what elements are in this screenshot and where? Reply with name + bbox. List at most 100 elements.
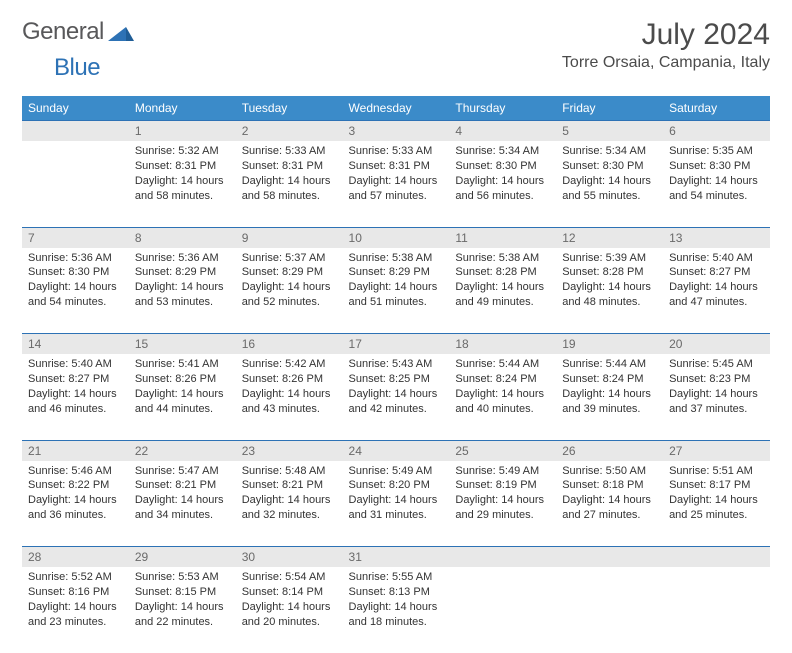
- day-content-cell: [556, 567, 663, 653]
- day-content-row: Sunrise: 5:40 AMSunset: 8:27 PMDaylight:…: [22, 354, 770, 440]
- daylight-text-line1: Daylight: 14 hours: [455, 174, 550, 189]
- sunrise-text: Sunrise: 5:52 AM: [28, 570, 123, 585]
- day-number-cell: 2: [236, 121, 343, 142]
- day-content-cell: Sunrise: 5:52 AMSunset: 8:16 PMDaylight:…: [22, 567, 129, 653]
- sunset-text: Sunset: 8:26 PM: [135, 372, 230, 387]
- sunset-text: Sunset: 8:17 PM: [669, 478, 764, 493]
- day-number-cell: 25: [449, 440, 556, 461]
- daylight-text-line2: and 46 minutes.: [28, 402, 123, 417]
- day-content-cell: Sunrise: 5:46 AMSunset: 8:22 PMDaylight:…: [22, 461, 129, 547]
- daylight-text-line1: Daylight: 14 hours: [242, 493, 337, 508]
- day-content-cell: Sunrise: 5:38 AMSunset: 8:28 PMDaylight:…: [449, 248, 556, 334]
- sunrise-text: Sunrise: 5:40 AM: [669, 251, 764, 266]
- weekday-header: Friday: [556, 96, 663, 121]
- sunset-text: Sunset: 8:22 PM: [28, 478, 123, 493]
- calendar-header-row: Sunday Monday Tuesday Wednesday Thursday…: [22, 96, 770, 121]
- sunrise-text: Sunrise: 5:50 AM: [562, 464, 657, 479]
- sunrise-text: Sunrise: 5:41 AM: [135, 357, 230, 372]
- day-number-cell: [663, 547, 770, 568]
- day-content-cell: Sunrise: 5:44 AMSunset: 8:24 PMDaylight:…: [449, 354, 556, 440]
- day-content-cell: Sunrise: 5:50 AMSunset: 8:18 PMDaylight:…: [556, 461, 663, 547]
- sunset-text: Sunset: 8:24 PM: [562, 372, 657, 387]
- day-content-cell: Sunrise: 5:40 AMSunset: 8:27 PMDaylight:…: [663, 248, 770, 334]
- daylight-text-line1: Daylight: 14 hours: [455, 280, 550, 295]
- sunrise-text: Sunrise: 5:35 AM: [669, 144, 764, 159]
- daylight-text-line2: and 31 minutes.: [349, 508, 444, 523]
- sunset-text: Sunset: 8:30 PM: [455, 159, 550, 174]
- day-content-row: Sunrise: 5:46 AMSunset: 8:22 PM Daylight:…: [22, 461, 770, 547]
- daylight-text-line2: and 34 minutes.: [135, 508, 230, 523]
- day-number-cell: 28: [22, 547, 129, 568]
- day-number-cell: 10: [343, 227, 450, 248]
- daylight-text-line2: and 27 minutes.: [562, 508, 657, 523]
- daylight-text-line2: and 52 minutes.: [242, 295, 337, 310]
- sunset-text: Sunset: 8:28 PM: [562, 265, 657, 280]
- daylight-text-line2: and 32 minutes.: [242, 508, 337, 523]
- day-number-cell: 29: [129, 547, 236, 568]
- sunset-text: Sunset: 8:30 PM: [28, 265, 123, 280]
- sunrise-text: Sunrise: 5:54 AM: [242, 570, 337, 585]
- day-content-cell: Sunrise: 5:33 AMSunset: 8:31 PMDaylight:…: [343, 141, 450, 227]
- day-number-cell: 17: [343, 334, 450, 355]
- weekday-header: Wednesday: [343, 96, 450, 121]
- month-title: July 2024: [562, 18, 770, 52]
- daylight-text-line2: and 49 minutes.: [455, 295, 550, 310]
- day-number-cell: 5: [556, 121, 663, 142]
- sunset-text: Sunset: 8:14 PM: [242, 585, 337, 600]
- day-content-cell: Sunrise: 5:33 AMSunset: 8:31 PMDaylight:…: [236, 141, 343, 227]
- daylight-text-line1: Daylight: 14 hours: [135, 387, 230, 402]
- sunset-text: Sunset: 8:29 PM: [242, 265, 337, 280]
- daylight-text-line1: Daylight: 14 hours: [669, 174, 764, 189]
- sunrise-text: Sunrise: 5:46 AM: [28, 464, 123, 479]
- day-number-cell: 30: [236, 547, 343, 568]
- day-content-cell: Sunrise: 5:51 AMSunset: 8:17 PMDaylight:…: [663, 461, 770, 547]
- day-number-cell: [556, 547, 663, 568]
- day-content-cell: Sunrise: 5:36 AMSunset: 8:29 PMDaylight:…: [129, 248, 236, 334]
- day-content-cell: Sunrise: 5:39 AMSunset: 8:28 PMDaylight:…: [556, 248, 663, 334]
- day-number-cell: 8: [129, 227, 236, 248]
- day-number-cell: 11: [449, 227, 556, 248]
- daylight-text-line2: and 22 minutes.: [135, 615, 230, 630]
- daylight-text-line2: and 42 minutes.: [349, 402, 444, 417]
- sunset-text: Sunset: 8:21 PM: [242, 478, 337, 493]
- sunrise-text: Sunrise: 5:33 AM: [349, 144, 444, 159]
- sunrise-text: Sunrise: 5:42 AM: [242, 357, 337, 372]
- day-number-cell: 16: [236, 334, 343, 355]
- day-content-cell: Sunrise: 5:43 AMSunset: 8:25 PMDaylight:…: [343, 354, 450, 440]
- day-content-cell: Sunrise: 5:49 AMSunset: 8:20 PMDaylight:…: [343, 461, 450, 547]
- sunrise-text: Sunrise: 5:36 AM: [135, 251, 230, 266]
- daylight-text-line1: Daylight: 14 hours: [455, 387, 550, 402]
- day-content-cell: [449, 567, 556, 653]
- sunset-text: Sunset: 8:19 PM: [455, 478, 550, 493]
- sunrise-text: Sunrise: 5:45 AM: [669, 357, 764, 372]
- day-number-row: 14151617181920: [22, 334, 770, 355]
- title-block: July 2024 Torre Orsaia, Campania, Italy: [562, 18, 770, 72]
- daylight-text-line1: Daylight: 14 hours: [349, 387, 444, 402]
- day-number-cell: 26: [556, 440, 663, 461]
- daylight-text-line2: and 29 minutes.: [455, 508, 550, 523]
- brand-name-gray: General: [22, 18, 104, 46]
- location-subtitle: Torre Orsaia, Campania, Italy: [562, 54, 770, 72]
- daylight-text-line2: and 48 minutes.: [562, 295, 657, 310]
- day-content-cell: [663, 567, 770, 653]
- weekday-header: Saturday: [663, 96, 770, 121]
- daylight-text-line1: Daylight: 14 hours: [562, 387, 657, 402]
- day-number-cell: 21: [22, 440, 129, 461]
- day-content-cell: Sunrise: 5:40 AMSunset: 8:27 PMDaylight:…: [22, 354, 129, 440]
- daylight-text-line1: Daylight: 14 hours: [28, 600, 123, 615]
- sunrise-text: Sunrise: 5:40 AM: [28, 357, 123, 372]
- day-number-cell: 3: [343, 121, 450, 142]
- sunrise-text: Sunrise: 5:32 AM: [135, 144, 230, 159]
- sunset-text: Sunset: 8:30 PM: [562, 159, 657, 174]
- sunrise-text: Sunrise: 5:49 AM: [455, 464, 550, 479]
- sunset-text: Sunset: 8:15 PM: [135, 585, 230, 600]
- day-number-cell: [449, 547, 556, 568]
- sunset-text: Sunset: 8:30 PM: [669, 159, 764, 174]
- weekday-header: Thursday: [449, 96, 556, 121]
- day-number-cell: 18: [449, 334, 556, 355]
- day-number-cell: 4: [449, 121, 556, 142]
- sunrise-text: Sunrise: 5:43 AM: [349, 357, 444, 372]
- sunrise-text: Sunrise: 5:38 AM: [349, 251, 444, 266]
- day-content-cell: Sunrise: 5:36 AMSunset: 8:30 PMDaylight:…: [22, 248, 129, 334]
- daylight-text-line2: and 54 minutes.: [28, 295, 123, 310]
